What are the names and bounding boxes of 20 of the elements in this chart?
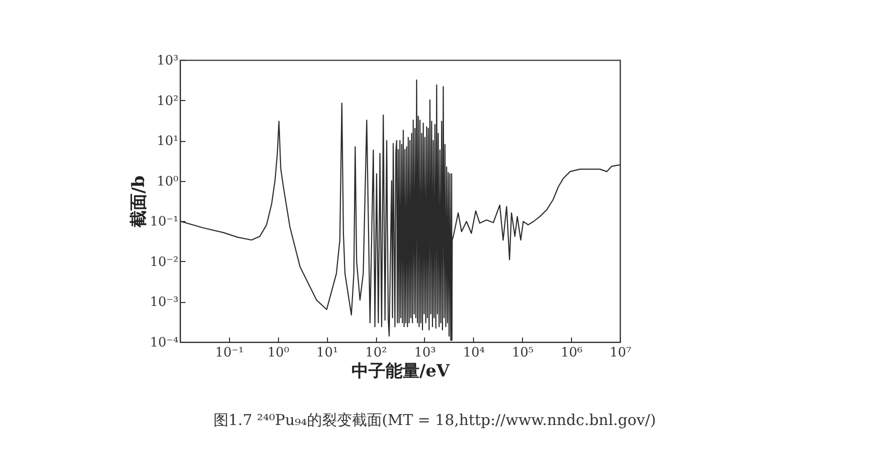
caption: 图1.7 ²⁴⁰Pu₉₄的裂变截面(MT = 18,http://www.nndc.bnl.gov/) — [213, 411, 656, 429]
x-axis-title: 中子能量/eV — [351, 362, 450, 382]
y-tick-label: 10¹ — [156, 134, 178, 150]
y-tick-label: 10³ — [156, 54, 178, 68]
x-tick-label: 10⁵ — [512, 346, 534, 360]
x-tick-label: 10⁴ — [462, 346, 485, 360]
x-tick-label: 10¹ — [316, 346, 338, 360]
x-tick-label: 10⁻¹ — [215, 346, 244, 360]
y-axis-title: 截面/b — [128, 175, 149, 229]
y-tick-label: 10⁰ — [156, 174, 178, 190]
x-tick-label: 10⁰ — [267, 346, 290, 360]
y-tick-label: 10⁻⁴ — [150, 336, 178, 350]
x-tick-label: 10² — [365, 346, 387, 360]
x-tick-label: 10⁷ — [610, 346, 632, 360]
y-tick-label: 10⁻² — [150, 254, 178, 270]
x-tick-label: 10³ — [414, 346, 436, 360]
y-tick-label: 10⁻³ — [150, 295, 178, 310]
y-tick-label: 10² — [156, 94, 178, 109]
y-tick-label: 10⁻¹ — [150, 214, 178, 230]
x-tick-label: 10⁶ — [560, 346, 582, 360]
